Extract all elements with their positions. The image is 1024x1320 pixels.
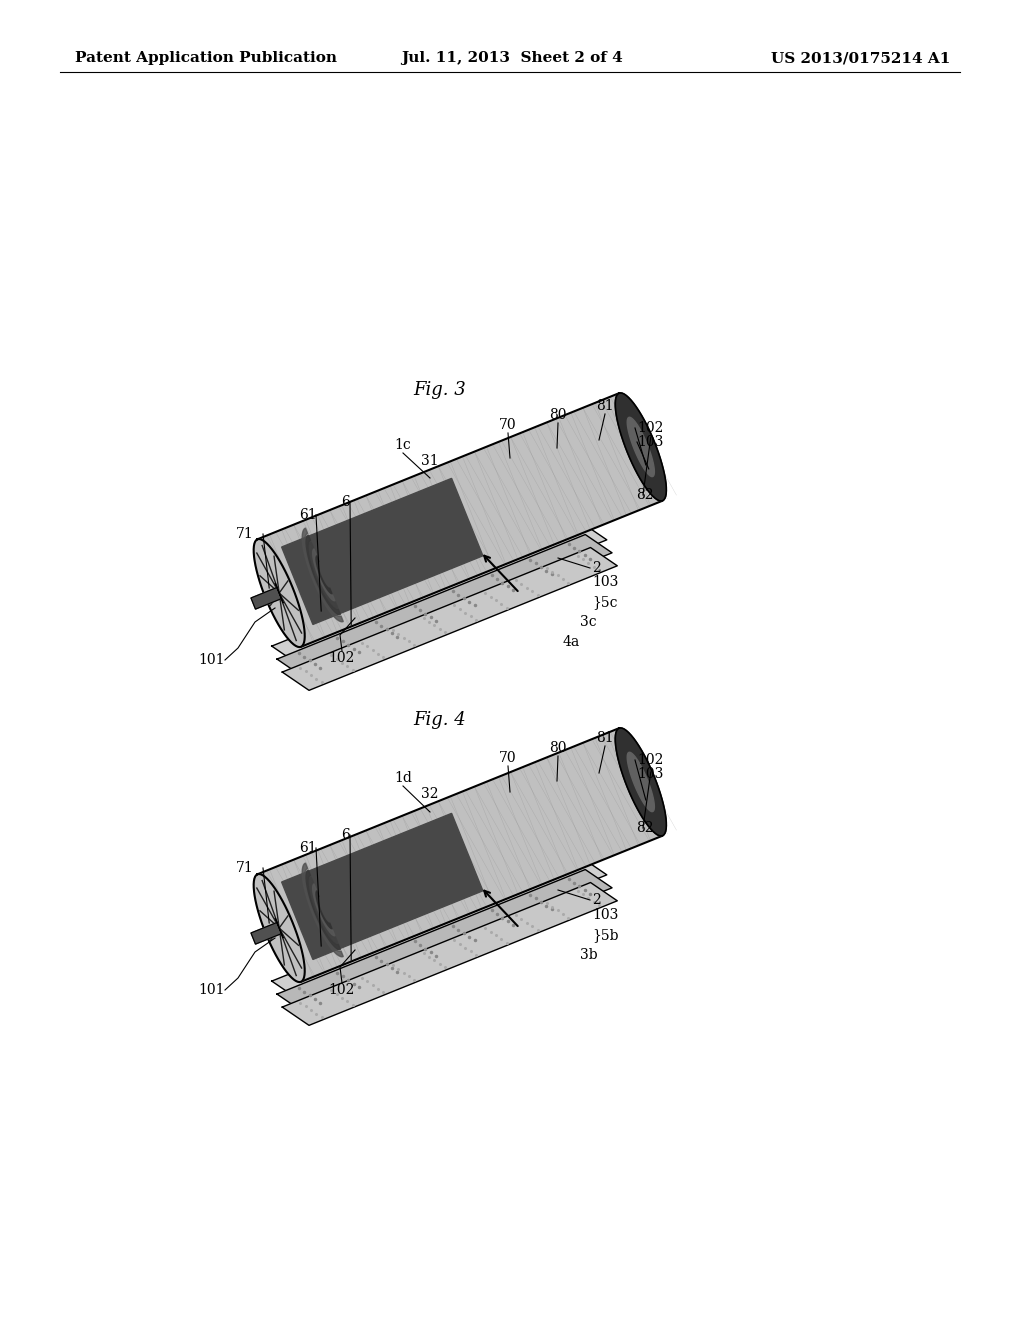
- Polygon shape: [312, 884, 335, 936]
- Polygon shape: [283, 548, 617, 690]
- Polygon shape: [315, 556, 332, 594]
- Text: 3c: 3c: [580, 615, 597, 630]
- Polygon shape: [615, 727, 667, 836]
- Text: 102: 102: [329, 651, 355, 665]
- Text: 80: 80: [549, 741, 566, 755]
- Text: 61: 61: [299, 508, 316, 521]
- Polygon shape: [282, 478, 483, 624]
- Polygon shape: [628, 417, 654, 477]
- Text: 70: 70: [499, 751, 517, 766]
- Text: 71: 71: [237, 861, 254, 875]
- Polygon shape: [251, 923, 282, 944]
- Text: 82: 82: [636, 488, 653, 502]
- Text: 3b: 3b: [580, 948, 598, 962]
- Polygon shape: [275, 583, 283, 603]
- Polygon shape: [282, 813, 483, 960]
- Text: 80: 80: [549, 408, 566, 422]
- Polygon shape: [254, 874, 305, 982]
- Text: 102: 102: [637, 752, 664, 767]
- Polygon shape: [315, 891, 332, 929]
- Text: 61: 61: [299, 841, 316, 855]
- Text: 6: 6: [341, 828, 349, 842]
- Polygon shape: [254, 539, 305, 647]
- Text: Fig. 3: Fig. 3: [414, 381, 466, 399]
- Polygon shape: [302, 528, 343, 622]
- Text: 31: 31: [421, 454, 439, 469]
- Text: 103: 103: [592, 576, 618, 589]
- Text: 101: 101: [199, 983, 225, 997]
- Text: 101: 101: [199, 653, 225, 667]
- Polygon shape: [271, 521, 607, 664]
- Text: 1d: 1d: [394, 771, 412, 785]
- Text: 102: 102: [329, 983, 355, 997]
- Text: US 2013/0175214 A1: US 2013/0175214 A1: [771, 51, 950, 65]
- Text: 102: 102: [637, 421, 664, 436]
- Polygon shape: [628, 752, 654, 812]
- Polygon shape: [251, 587, 282, 609]
- Polygon shape: [276, 535, 612, 677]
- Polygon shape: [312, 549, 335, 601]
- Text: 2: 2: [592, 894, 601, 907]
- Text: 82: 82: [636, 821, 653, 836]
- Text: 103: 103: [637, 767, 664, 781]
- Text: 81: 81: [596, 399, 613, 413]
- Text: Jul. 11, 2013  Sheet 2 of 4: Jul. 11, 2013 Sheet 2 of 4: [401, 51, 623, 65]
- Text: 2: 2: [592, 561, 601, 576]
- Polygon shape: [275, 919, 283, 937]
- Text: 71: 71: [237, 527, 254, 541]
- Text: 4a: 4a: [563, 635, 581, 649]
- Polygon shape: [271, 857, 607, 999]
- Polygon shape: [302, 863, 343, 957]
- Polygon shape: [257, 393, 663, 647]
- Polygon shape: [276, 870, 612, 1012]
- Text: 32: 32: [421, 787, 438, 801]
- Polygon shape: [309, 543, 338, 607]
- Polygon shape: [283, 883, 617, 1026]
- Text: 103: 103: [592, 908, 618, 921]
- Text: }5c: }5c: [592, 595, 617, 609]
- Text: 6: 6: [341, 495, 349, 510]
- Polygon shape: [305, 535, 340, 615]
- Polygon shape: [257, 729, 663, 982]
- Text: }5b: }5b: [592, 928, 618, 942]
- Polygon shape: [305, 870, 340, 950]
- Text: 1c: 1c: [394, 438, 412, 451]
- Text: 81: 81: [596, 731, 613, 744]
- Polygon shape: [615, 393, 667, 502]
- Text: 103: 103: [637, 436, 664, 449]
- Text: 70: 70: [499, 418, 517, 432]
- Text: Fig. 4: Fig. 4: [414, 711, 466, 729]
- Text: Patent Application Publication: Patent Application Publication: [75, 51, 337, 65]
- Polygon shape: [309, 876, 338, 942]
